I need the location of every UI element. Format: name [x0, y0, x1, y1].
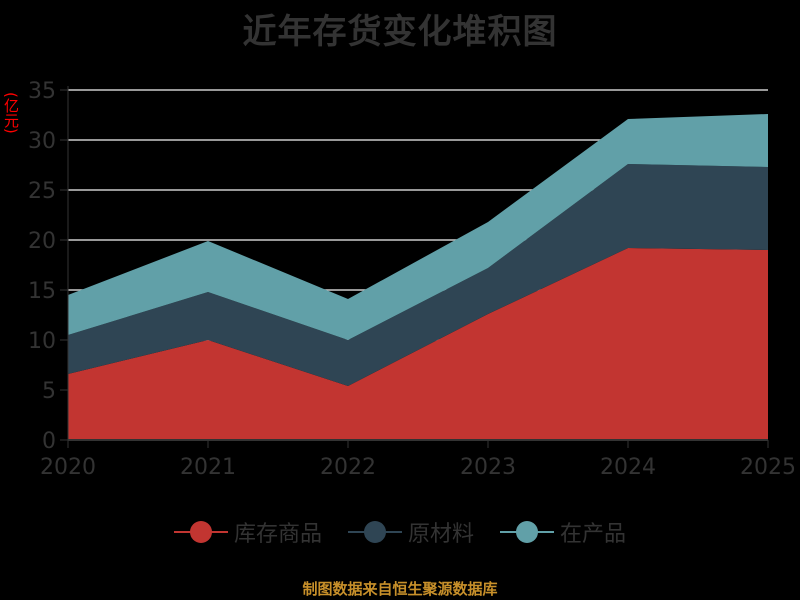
x-tick-label: 2024	[600, 455, 656, 480]
x-tick-label: 2022	[320, 455, 376, 480]
y-tick-label: 5	[42, 379, 56, 404]
legend-label: 原材料	[407, 522, 474, 547]
y-tick-label: 0	[42, 429, 56, 454]
x-tick-label: 2023	[460, 455, 516, 480]
area-库存商品[interactable]	[68, 248, 768, 440]
legend-label: 库存商品	[233, 522, 322, 547]
legend-marker-icon	[173, 521, 228, 543]
legend-item-work-in-progress[interactable]: 在产品	[500, 516, 626, 548]
y-axis-unit: (亿元)	[2, 92, 20, 134]
y-tick-label: 15	[28, 279, 56, 304]
y-tick-label: 30	[28, 129, 56, 154]
legend-marker-icon	[500, 521, 554, 543]
y-tick-label: 25	[28, 179, 56, 204]
legend: 库存商品 原材料 在产品	[0, 516, 800, 548]
y-tick-label: 35	[28, 79, 56, 104]
legend-marker-icon	[347, 521, 402, 543]
x-tick-label: 2021	[180, 455, 236, 480]
legend-label: 在产品	[560, 522, 627, 547]
chart-title: 近年存货变化堆积图	[242, 12, 558, 52]
y-tick-label: 20	[28, 229, 56, 254]
legend-item-finished-goods[interactable]: 库存商品	[173, 516, 322, 548]
data-source-footer: 制图数据来自恒生聚源数据库	[302, 580, 498, 598]
legend-item-raw-materials[interactable]: 原材料	[347, 516, 474, 548]
x-tick-label: 2025	[740, 455, 796, 480]
x-tick-label: 2020	[40, 455, 96, 480]
area-原材料[interactable]	[68, 164, 768, 386]
area-在产品[interactable]	[68, 114, 768, 340]
y-tick-label: 10	[28, 329, 56, 354]
area-series	[68, 114, 768, 440]
